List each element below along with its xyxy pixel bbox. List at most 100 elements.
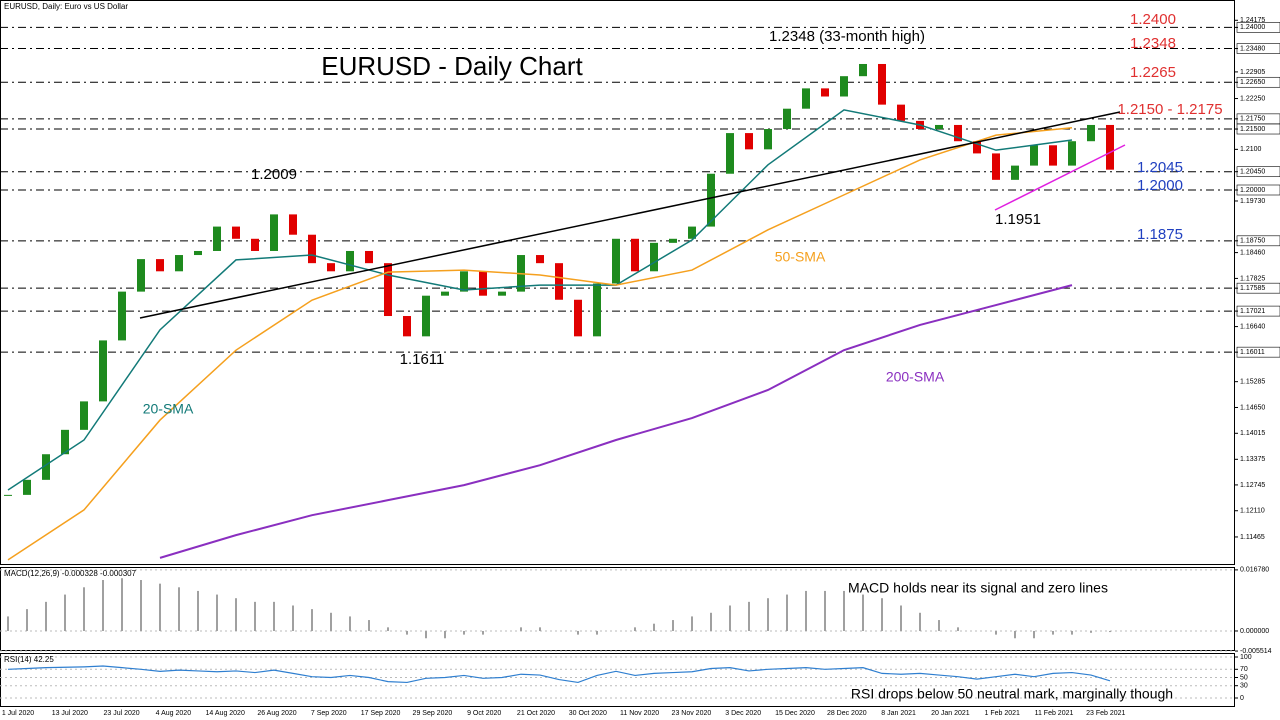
macd-bar [729,605,731,631]
x-tick-label: 11 Feb 2021 [1035,710,1074,717]
macd-bar [273,601,275,631]
y-tick-label: 1.18460 [1240,249,1265,256]
macd-bar [26,609,28,631]
series-label: 50-SMA [775,249,826,265]
candle [1049,145,1057,166]
candle [593,283,601,337]
y-tick-label: 1.17021 [1240,308,1265,315]
level-label: 1.2000 [1137,177,1183,194]
y-tick-label: 1.20000 [1240,187,1265,194]
x-tick-label: 23 Nov 2020 [672,710,712,717]
level-label: 1.2348 [1130,35,1176,52]
candle [574,299,582,337]
y-tick-label: 0 [1240,695,1244,702]
macd-bar [387,627,389,631]
x-tick-label: 8 Jan 2021 [881,710,916,717]
candle [213,226,221,251]
candle [346,250,354,272]
candle [1106,124,1114,170]
macd-bar [919,612,921,631]
macd-bar [83,587,85,631]
candle [612,238,620,284]
candle [384,263,392,317]
macd-bar [1109,630,1111,633]
candle [973,141,981,154]
support-line [994,144,1126,211]
annotation: 1.1611 [400,351,445,368]
sma-line [159,284,1073,559]
macd-bar [254,601,256,631]
macd-bar [102,580,104,631]
candle [726,133,734,174]
candle [783,108,791,130]
y-tick-label: 70 [1240,666,1248,673]
candle [403,316,411,337]
candle [498,291,506,296]
y-tick-label: 1.2100 [1240,146,1262,153]
annotation: 1.2009 [251,166,297,183]
candle [1011,165,1019,180]
macd-bar [900,605,902,631]
macd-bar [577,630,579,635]
y-tick-label: 1.24000 [1240,24,1265,31]
candle [878,63,886,105]
level-label: 1.1875 [1137,226,1183,243]
macd-bar [786,594,788,631]
macd-bar [292,605,294,631]
x-tick-label: 14 Aug 2020 [206,710,245,717]
macd-bar [235,598,237,631]
x-tick-label: 15 Dec 2020 [775,710,815,717]
series-label: 20-SMA [143,401,194,417]
macd-bar [957,627,959,631]
macd-bar [349,616,351,631]
macd-bar [1090,630,1092,633]
candle [327,263,335,272]
level-label: 1.2045 [1137,159,1183,176]
macd-bar [406,630,408,635]
candle [935,124,943,130]
sma-line [7,109,1073,491]
macd-bar [311,609,313,631]
candle [536,255,544,264]
y-tick-label: 0.000000 [1240,628,1269,635]
candle [992,153,1000,180]
x-tick-label: 13 Jul 2020 [52,710,88,717]
annotation: 1.2348 (33-month high) [769,28,925,45]
macd-panel [0,567,1235,651]
macd-bar [330,612,332,631]
candle [308,234,316,264]
macd-bar [216,594,218,631]
candle [460,271,468,292]
candle [821,88,829,97]
macd-bar [482,630,484,635]
candle [555,263,563,300]
candle [42,454,50,480]
y-tick-label: 1.13375 [1240,456,1265,463]
macd-bar [843,590,845,631]
x-tick-label: 29 Sep 2020 [413,710,453,717]
macd-bar [634,627,636,631]
x-tick-label: 30 Oct 2020 [569,710,607,717]
candle [631,238,639,272]
macd-bar [1052,630,1054,635]
x-tick-label: 26 Aug 2020 [257,710,296,717]
macd-bar [520,627,522,631]
marks [0,26,1235,699]
y-tick-label: 1.11465 [1240,534,1265,541]
macd-bar [596,630,598,635]
macd-bar [672,620,674,631]
candle [745,133,753,150]
sma-line [7,127,1073,561]
macd-bar [1033,630,1035,639]
y-tick-label: 1.20450 [1240,169,1265,176]
y-tick-label: 1.24175 [1240,17,1265,24]
panel-title: MACD(12,26,9) -0.000328 -0.000307 [4,569,137,578]
macd-bar [197,590,199,631]
y-tick-label: 1.18750 [1240,238,1265,245]
y-tick-label: 1.12110 [1240,508,1265,515]
chart-title: EURUSD - Daily Chart [321,51,583,81]
candle [80,401,88,430]
x-tick-label: 9 Oct 2020 [467,710,501,717]
